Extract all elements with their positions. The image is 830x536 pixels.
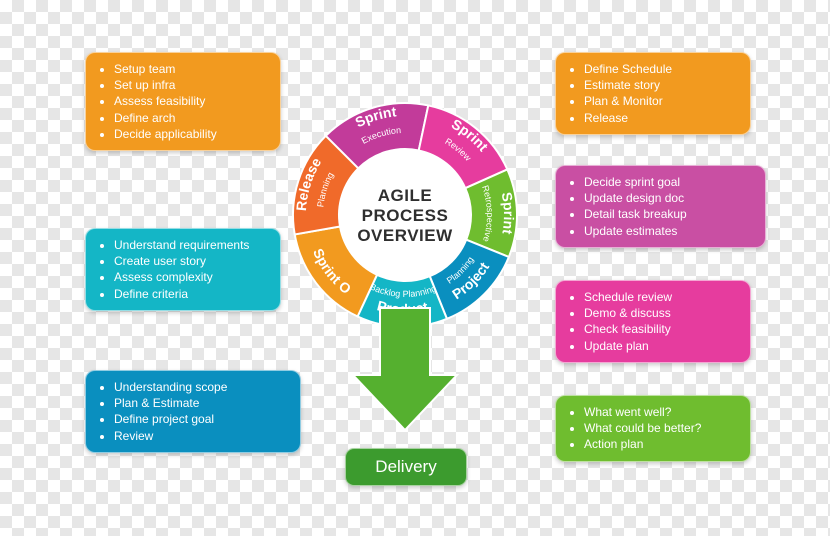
- delivery-label: Delivery: [375, 457, 436, 477]
- callout-item: Plan & Estimate: [114, 395, 290, 411]
- callout-item: Detail task breakup: [584, 206, 755, 222]
- callout-item: Decide sprint goal: [584, 174, 755, 190]
- callout-list: Setup teamSet up infraAssess feasibility…: [100, 61, 270, 142]
- callout-item: Define criteria: [114, 286, 270, 302]
- callout-item: Update design doc: [584, 190, 755, 206]
- diagram-canvas: Sprint OReleasePlanningSprintExecutionSp…: [0, 0, 830, 536]
- callout-item: Setup team: [114, 61, 270, 77]
- callout-item: Define project goal: [114, 411, 290, 427]
- callout-item: Action plan: [584, 436, 740, 452]
- callout-list: Decide sprint goalUpdate design docDetai…: [570, 174, 755, 239]
- callout-item: Review: [114, 428, 290, 444]
- callout-item: What went well?: [584, 404, 740, 420]
- callout-list: Understanding scopePlan & EstimateDefine…: [100, 379, 290, 444]
- center-line3: OVERVIEW: [345, 226, 465, 246]
- callout-item: Update estimates: [584, 223, 755, 239]
- callout-item: Assess feasibility: [114, 93, 270, 109]
- callout-sprint0-box: Setup teamSet up infraAssess feasibility…: [85, 52, 281, 151]
- callout-product-box: Understand requirementsCreate user story…: [85, 228, 281, 311]
- delivery-arrow: [353, 308, 457, 430]
- callout-item: Set up infra: [114, 77, 270, 93]
- callout-review-box: Schedule reviewDemo & discussCheck feasi…: [555, 280, 751, 363]
- callout-item: Schedule review: [584, 289, 740, 305]
- callout-item: Demo & discuss: [584, 305, 740, 321]
- callout-item: Create user story: [114, 253, 270, 269]
- center-title: AGILE PROCESS OVERVIEW: [345, 186, 465, 246]
- segment-label-retro: Sprint: [499, 191, 517, 236]
- callout-item: Define Schedule: [584, 61, 740, 77]
- callout-item: Check feasibility: [584, 321, 740, 337]
- callout-item: Plan & Monitor: [584, 93, 740, 109]
- callout-project-box: Understanding scopePlan & EstimateDefine…: [85, 370, 301, 453]
- callout-list: Define ScheduleEstimate storyPlan & Moni…: [570, 61, 740, 126]
- callout-item: Assess complexity: [114, 269, 270, 285]
- callout-retro-box: What went well?What could be better?Acti…: [555, 395, 751, 462]
- delivery-pill: Delivery: [345, 448, 467, 486]
- callout-item: Update plan: [584, 338, 740, 354]
- callout-item: Understand requirements: [114, 237, 270, 253]
- callout-item: What could be better?: [584, 420, 740, 436]
- callout-list: What went well?What could be better?Acti…: [570, 404, 740, 453]
- callout-item: Define arch: [114, 110, 270, 126]
- callout-item: Decide applicability: [114, 126, 270, 142]
- callout-item: Understanding scope: [114, 379, 290, 395]
- callout-list: Schedule reviewDemo & discussCheck feasi…: [570, 289, 740, 354]
- callout-item: Estimate story: [584, 77, 740, 93]
- center-line2: PROCESS: [345, 206, 465, 226]
- callout-execution-box: Decide sprint goalUpdate design docDetai…: [555, 165, 766, 248]
- callout-release-box: Define ScheduleEstimate storyPlan & Moni…: [555, 52, 751, 135]
- callout-item: Release: [584, 110, 740, 126]
- callout-list: Understand requirementsCreate user story…: [100, 237, 270, 302]
- center-line1: AGILE: [345, 186, 465, 206]
